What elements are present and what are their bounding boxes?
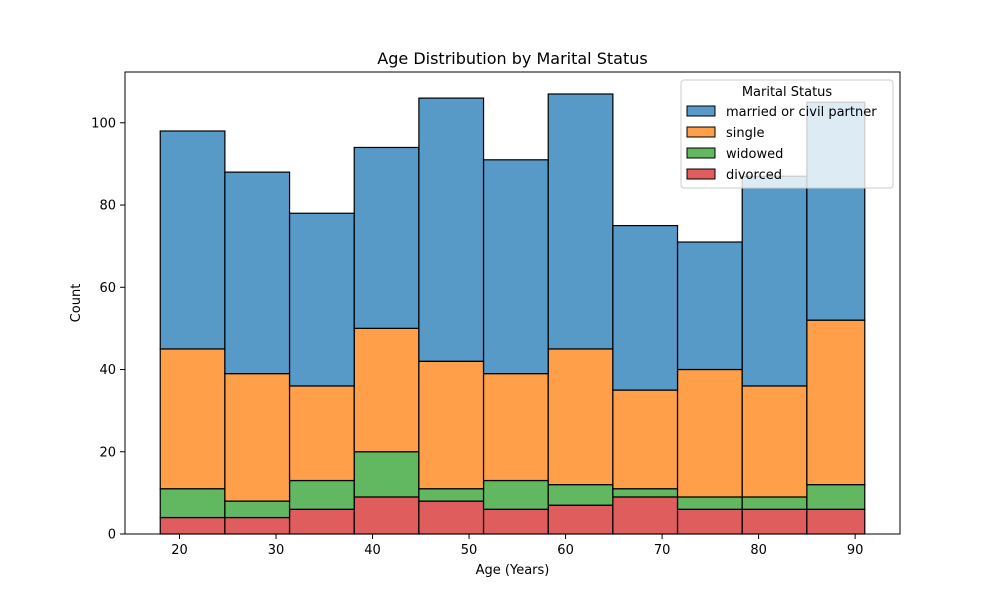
bar-divorced-7: [612, 496, 679, 535]
x-tick-label: 60: [557, 543, 574, 558]
bar-divorced-6: [547, 504, 614, 535]
legend-swatch-widowed: [686, 147, 716, 159]
bar-divorced-5: [482, 508, 549, 535]
bar-widowed-2: [288, 479, 355, 510]
y-tick-label: 20: [99, 445, 116, 460]
x-tick-label: 40: [364, 543, 381, 558]
legend: Marital Status married or civil partner s…: [680, 79, 894, 189]
bars-layer: [159, 93, 866, 535]
bar-married-or-civil-partner-2: [288, 212, 355, 387]
bar-divorced-9: [741, 508, 808, 535]
bar-married-or-civil-partner-6: [547, 93, 614, 350]
x-axis-label: Age (Years): [476, 563, 550, 578]
bar-married-or-civil-partner-4: [418, 97, 485, 362]
y-tick-label: 80: [99, 199, 116, 214]
bar-single-8: [676, 368, 743, 498]
bar-divorced-1: [224, 516, 291, 535]
bar-single-5: [482, 373, 549, 482]
x-tick-label: 50: [461, 543, 478, 558]
bar-single-0: [159, 348, 226, 490]
legend-title: Marital Status: [742, 85, 833, 100]
bar-single-3: [353, 327, 420, 453]
bar-married-or-civil-partner-5: [482, 159, 549, 375]
bar-divorced-0: [159, 516, 226, 535]
bar-divorced-2: [288, 508, 355, 535]
legend-label-divorced: divorced: [726, 168, 782, 183]
bar-widowed-1: [224, 500, 291, 519]
legend-box: [680, 79, 894, 189]
bar-widowed-8: [676, 496, 743, 510]
y-tick-label: 0: [108, 528, 116, 543]
bar-divorced-3: [353, 496, 420, 535]
x-tick-label: 80: [750, 543, 767, 558]
x-tick-label: 30: [268, 543, 285, 558]
x-axis: 20 30 40 50 60 70 80 90: [171, 534, 863, 558]
bar-married-or-civil-partner-7: [612, 224, 679, 391]
y-tick-label: 100: [91, 116, 116, 131]
legend-swatch-single: [686, 126, 716, 138]
bar-married-or-civil-partner-0: [159, 130, 226, 350]
bar-single-9: [741, 385, 808, 498]
y-axis: 0 20 40 60 80 100: [91, 116, 125, 543]
bar-single-4: [418, 360, 485, 490]
legend-swatch-married-or-civil-partner: [686, 105, 716, 117]
bar-single-10: [806, 319, 866, 486]
bar-single-7: [612, 389, 679, 490]
bar-widowed-4: [418, 488, 485, 502]
chart-title: Age Distribution by Marital Status: [377, 49, 647, 68]
bar-divorced-10: [806, 508, 866, 535]
bar-widowed-0: [159, 488, 226, 519]
axes-frame: [124, 71, 901, 535]
legend-items: married or civil partner single widowed div…: [686, 105, 877, 183]
bar-widowed-10: [806, 484, 866, 510]
bar-single-6: [547, 348, 614, 486]
legend-label-widowed: widowed: [726, 147, 783, 162]
bar-married-or-civil-partner-8: [676, 241, 743, 371]
y-tick-label: 60: [99, 281, 116, 296]
bar-married-or-civil-partner-1: [224, 171, 291, 375]
bar-widowed-5: [482, 479, 549, 510]
legend-label-married-or-civil-partner: married or civil partner: [726, 105, 877, 120]
bar-widowed-3: [353, 451, 420, 498]
bar-divorced-4: [418, 500, 485, 535]
bar-single-1: [224, 373, 291, 502]
y-axis-label: Count: [69, 284, 84, 323]
bar-divorced-8: [676, 508, 743, 535]
legend-swatch-divorced: [686, 168, 716, 180]
legend-label-single: single: [726, 126, 765, 141]
bar-widowed-7: [612, 488, 679, 498]
bar-married-or-civil-partner-9: [741, 175, 808, 387]
bar-widowed-6: [547, 484, 614, 506]
bar-single-2: [288, 385, 355, 482]
y-tick-label: 40: [99, 363, 116, 378]
bar-married-or-civil-partner-3: [353, 146, 420, 329]
bar-widowed-9: [741, 496, 808, 510]
x-tick-label: 20: [171, 543, 188, 558]
x-tick-label: 70: [654, 543, 671, 558]
x-tick-label: 90: [847, 543, 864, 558]
